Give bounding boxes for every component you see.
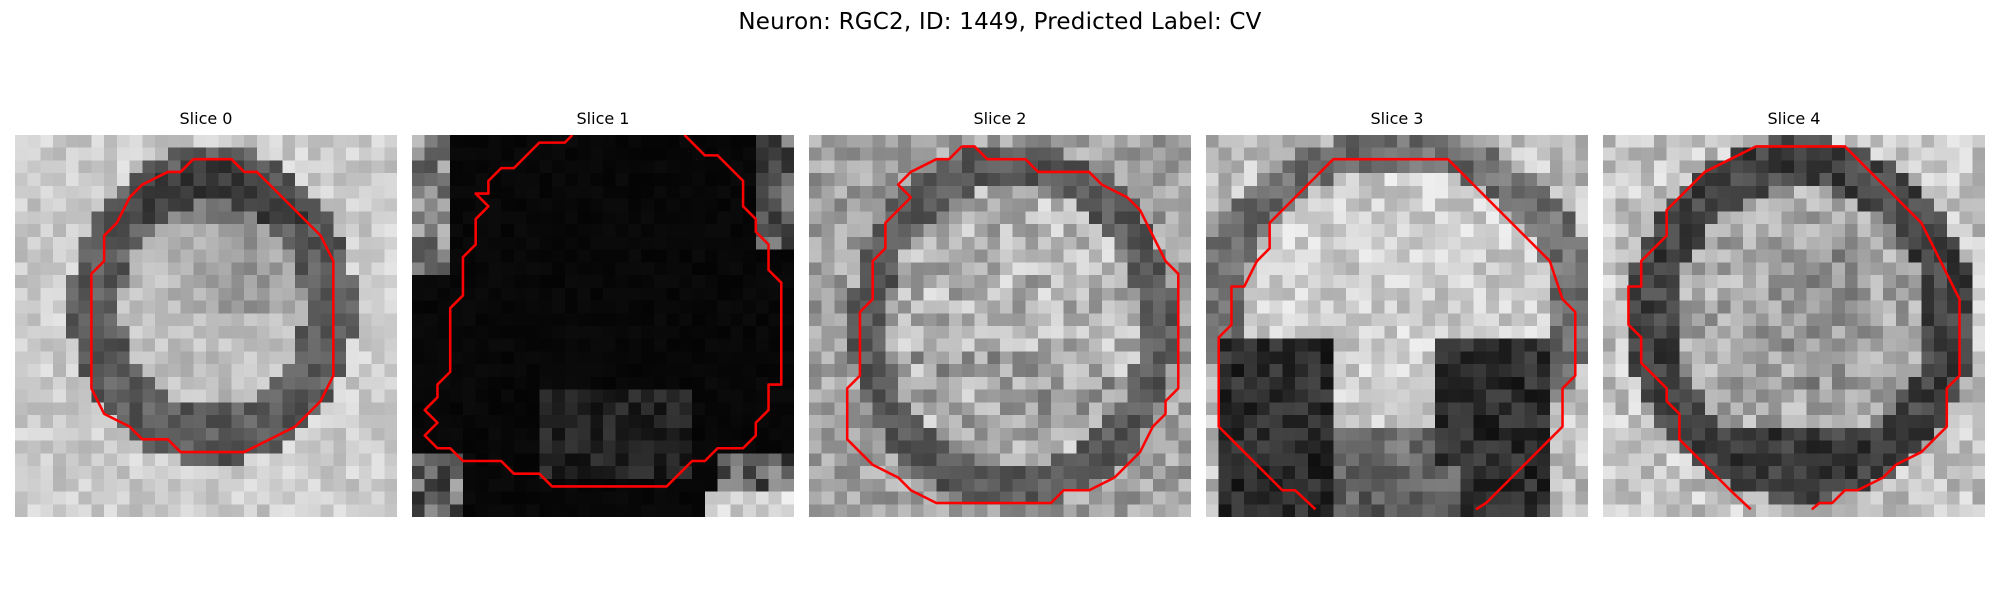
segmentation-contour-0 bbox=[90, 157, 335, 454]
segmentation-contour-1 bbox=[423, 135, 783, 488]
slice-title-0: Slice 0 bbox=[179, 109, 233, 128]
slice-image-4 bbox=[1603, 135, 1985, 517]
slice-image-1 bbox=[412, 135, 794, 517]
slice-title-1: Slice 1 bbox=[576, 109, 630, 128]
figure-title: Neuron: RGC2, ID: 1449, Predicted Label:… bbox=[738, 9, 1262, 35]
slice-panel-1: Slice 1 bbox=[412, 109, 794, 519]
pixel-grid-0 bbox=[15, 135, 397, 517]
slice-panel-0: Slice 0 bbox=[15, 109, 397, 519]
slice-title-2: Slice 2 bbox=[973, 109, 1027, 128]
pixel-grid-4 bbox=[1603, 135, 1985, 517]
segmentation-contour-2 bbox=[845, 145, 1180, 505]
slice-title-4: Slice 4 bbox=[1767, 109, 1821, 128]
pixel-grid-1 bbox=[412, 135, 794, 517]
slice-image-3 bbox=[1206, 135, 1588, 517]
slice-title-3: Slice 3 bbox=[1370, 109, 1424, 128]
slice-panel-4: Slice 4 bbox=[1603, 109, 1985, 519]
segmentation-contour-3 bbox=[1217, 157, 1577, 511]
segmentation-contour-4 bbox=[1627, 145, 1961, 511]
slice-panel-3: Slice 3 bbox=[1206, 109, 1588, 519]
slice-panel-2: Slice 2 bbox=[809, 109, 1191, 519]
slice-image-2 bbox=[809, 135, 1191, 517]
slice-image-0 bbox=[15, 135, 397, 517]
